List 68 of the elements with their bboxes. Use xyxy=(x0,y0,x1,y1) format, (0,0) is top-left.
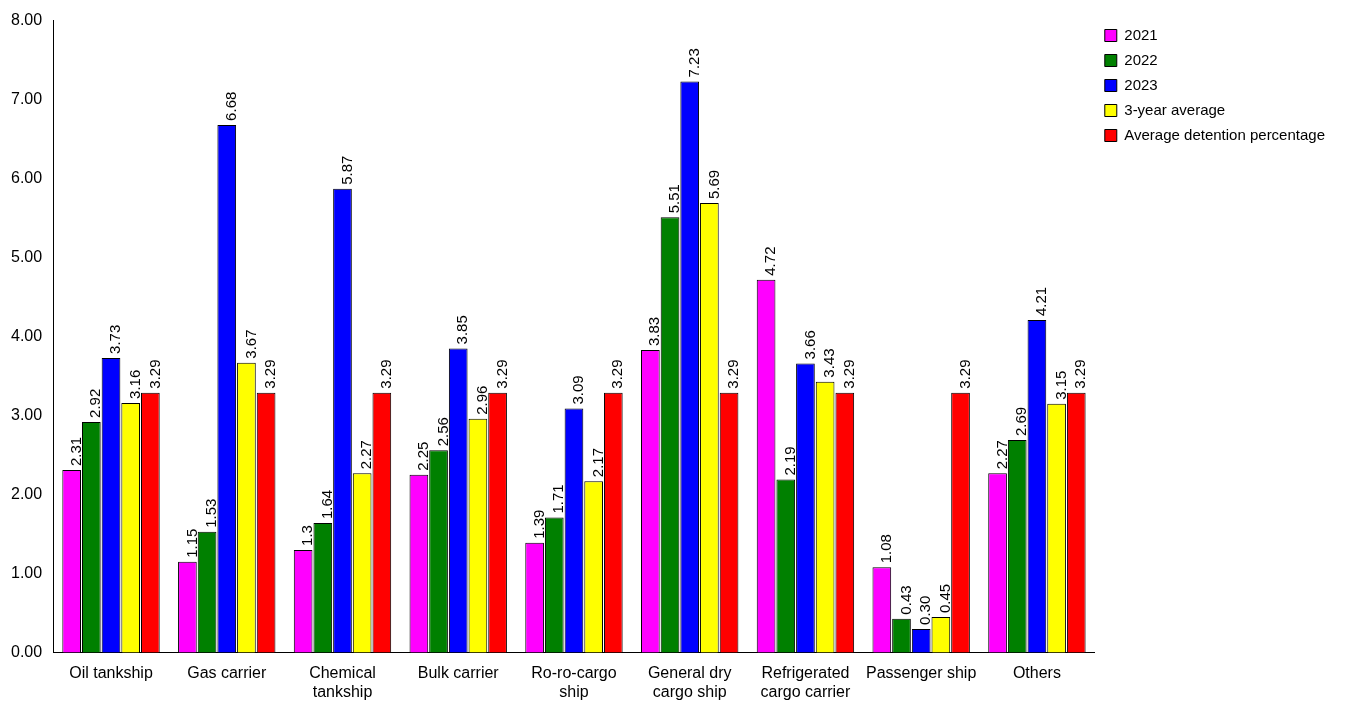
data-label: 2.25 xyxy=(414,441,432,471)
y-tick-label: 5.00 xyxy=(11,248,43,266)
x-tick-label: Others xyxy=(1012,663,1061,681)
data-label: 3.85 xyxy=(453,315,471,345)
x-tick-label: Passenger ship xyxy=(866,663,977,681)
y-tick-label: 2.00 xyxy=(11,485,43,503)
data-label: 0.30 xyxy=(916,595,934,625)
data-label: 5.87 xyxy=(337,155,355,185)
legend-label: 2023 xyxy=(1124,75,1158,93)
data-label: 7.23 xyxy=(684,48,702,78)
data-label: 5.51 xyxy=(665,184,683,214)
legend-label: 3-year average xyxy=(1124,100,1226,118)
data-label: 3.29 xyxy=(955,359,973,389)
data-label: 2.17 xyxy=(588,447,606,478)
x-tick-label: Gas carrier xyxy=(187,663,267,681)
x-tick-label: General dry cargo ship xyxy=(647,663,732,700)
data-label: 1.53 xyxy=(202,498,220,528)
data-label: 5.69 xyxy=(704,169,722,200)
data-label: 1.39 xyxy=(529,509,547,539)
y-tick-label: 3.00 xyxy=(11,406,43,424)
data-label: 3.16 xyxy=(125,369,143,399)
legend-label: Average detention percentage xyxy=(1124,125,1326,143)
data-label: 3.43 xyxy=(820,348,838,378)
data-label: 4.21 xyxy=(1032,286,1050,317)
data-label: 3.29 xyxy=(492,359,510,389)
data-label: 3.09 xyxy=(569,375,587,405)
data-label: 3.29 xyxy=(608,359,626,389)
data-label: 2.27 xyxy=(357,440,375,470)
data-label: 3.83 xyxy=(645,316,663,347)
data-label: 2.96 xyxy=(473,385,491,415)
data-label: 1.08 xyxy=(876,534,894,564)
x-tick-label: Refrigerated cargo carrier xyxy=(760,663,852,700)
data-label: 2.31 xyxy=(66,436,84,467)
y-tick-label: 8.00 xyxy=(11,11,43,29)
y-tick-label: 4.00 xyxy=(11,327,43,345)
data-label: 1.71 xyxy=(549,484,567,514)
data-label: 3.15 xyxy=(1051,370,1069,400)
y-tick-label: 6.00 xyxy=(11,169,43,187)
x-tick-label: Bulk carrier xyxy=(417,663,500,681)
data-label: 3.29 xyxy=(1071,359,1089,389)
x-tick-label: Ro-ro-cargo ship xyxy=(531,663,617,700)
data-label: 3.29 xyxy=(724,359,742,389)
y-tick-label: 0.00 xyxy=(11,643,43,661)
data-label: 2.19 xyxy=(780,446,798,476)
legend-label: 2021 xyxy=(1124,25,1158,43)
data-label: 1.15 xyxy=(182,528,200,558)
data-label: 4.72 xyxy=(761,246,779,276)
data-label: 2.56 xyxy=(433,417,451,447)
data-label: 3.29 xyxy=(376,359,394,389)
data-label: 6.68 xyxy=(221,91,239,121)
legend-label: 2022 xyxy=(1124,50,1158,68)
y-tick-label: 1.00 xyxy=(11,564,43,582)
data-label: 3.67 xyxy=(241,329,259,359)
data-label: 1.3 xyxy=(298,525,316,546)
x-tick-label: Chemical tankship xyxy=(309,663,376,700)
data-label: 3.73 xyxy=(106,324,124,354)
data-label: 3.66 xyxy=(800,330,818,360)
y-tick-label: 7.00 xyxy=(11,90,43,108)
data-label: 3.29 xyxy=(839,359,857,389)
data-label: 0.43 xyxy=(896,585,914,615)
data-label: 2.27 xyxy=(992,440,1010,470)
data-label: 1.64 xyxy=(317,489,335,520)
data-label: 2.92 xyxy=(86,388,104,418)
x-tick-label: Oil tankship xyxy=(69,663,153,681)
data-label: 3.29 xyxy=(261,359,279,389)
data-label: 0.45 xyxy=(936,583,953,614)
data-label: 2.69 xyxy=(1012,406,1030,437)
data-label: 3.29 xyxy=(145,359,163,389)
